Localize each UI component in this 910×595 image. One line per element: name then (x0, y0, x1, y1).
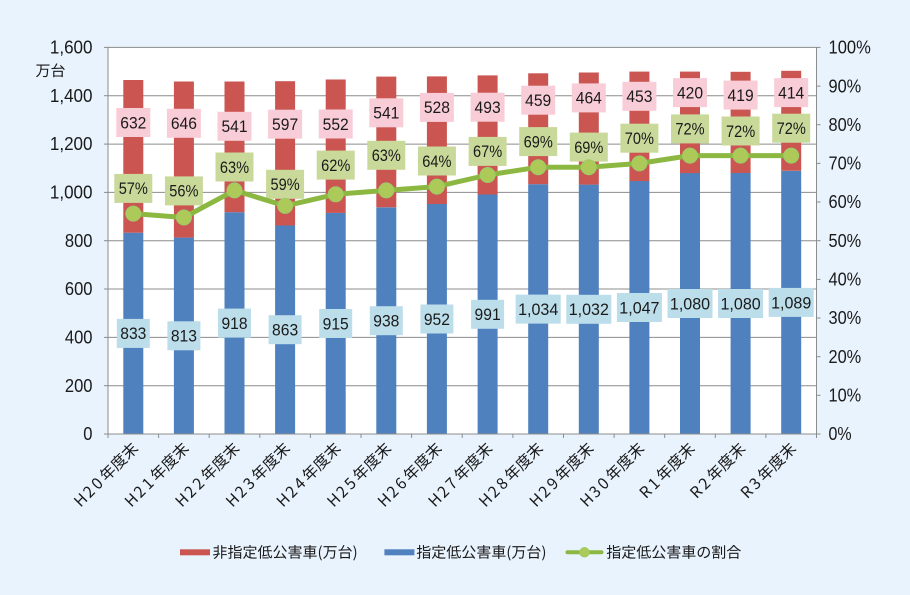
svg-text:67%: 67% (473, 142, 502, 161)
svg-text:70%: 70% (829, 154, 862, 174)
svg-text:453: 453 (626, 87, 652, 106)
svg-text:528: 528 (424, 98, 450, 117)
svg-text:813: 813 (171, 327, 197, 346)
svg-text:419: 419 (728, 86, 754, 105)
svg-text:400: 400 (65, 328, 93, 348)
svg-text:50%: 50% (829, 231, 862, 251)
svg-text:90%: 90% (829, 76, 862, 96)
svg-text:646: 646 (171, 114, 197, 133)
svg-text:541: 541 (221, 117, 247, 136)
svg-text:0: 0 (83, 424, 92, 444)
svg-text:1,032: 1,032 (569, 300, 609, 319)
svg-text:69%: 69% (574, 138, 603, 157)
svg-text:56%: 56% (169, 182, 198, 201)
svg-text:552: 552 (323, 115, 349, 134)
svg-text:72%: 72% (777, 119, 806, 138)
svg-text:64%: 64% (422, 152, 451, 171)
svg-text:918: 918 (221, 314, 247, 333)
svg-text:420: 420 (677, 83, 703, 102)
svg-text:600: 600 (65, 279, 93, 299)
svg-text:59%: 59% (271, 175, 300, 194)
svg-text:493: 493 (475, 98, 501, 117)
svg-text:100%: 100% (829, 38, 871, 58)
svg-text:57%: 57% (119, 179, 148, 198)
svg-text:1,200: 1,200 (50, 134, 93, 154)
svg-text:62%: 62% (321, 156, 350, 175)
svg-text:30%: 30% (829, 308, 862, 328)
svg-text:1,080: 1,080 (670, 294, 710, 313)
svg-text:1,089: 1,089 (771, 293, 811, 312)
svg-text:991: 991 (475, 305, 501, 324)
svg-text:1,080: 1,080 (721, 294, 761, 313)
svg-text:63%: 63% (372, 146, 401, 165)
svg-text:72%: 72% (675, 120, 704, 139)
svg-text:1,400: 1,400 (50, 86, 93, 106)
svg-text:200: 200 (65, 376, 93, 396)
svg-text:70%: 70% (625, 129, 654, 148)
svg-text:800: 800 (65, 231, 93, 251)
svg-text:952: 952 (424, 310, 450, 329)
svg-text:459: 459 (525, 91, 551, 110)
svg-text:72%: 72% (726, 122, 755, 141)
svg-text:915: 915 (323, 314, 349, 333)
svg-text:414: 414 (778, 83, 804, 102)
svg-text:464: 464 (576, 89, 602, 108)
svg-text:20%: 20% (829, 347, 862, 367)
svg-text:60%: 60% (829, 192, 862, 212)
svg-text:632: 632 (120, 113, 146, 132)
svg-text:863: 863 (272, 321, 298, 340)
svg-text:1,034: 1,034 (518, 300, 558, 319)
svg-text:938: 938 (373, 312, 399, 331)
svg-text:10%: 10% (829, 386, 862, 406)
svg-text:1,047: 1,047 (619, 298, 659, 317)
svg-text:80%: 80% (829, 115, 862, 135)
svg-text:597: 597 (272, 115, 298, 134)
svg-text:40%: 40% (829, 270, 862, 290)
svg-text:69%: 69% (524, 132, 553, 151)
svg-text:541: 541 (373, 104, 399, 123)
svg-text:1,000: 1,000 (50, 183, 93, 203)
svg-text:1,600: 1,600 (50, 38, 93, 58)
svg-text:0%: 0% (829, 424, 852, 444)
svg-text:833: 833 (120, 324, 146, 343)
svg-text:63%: 63% (220, 158, 249, 177)
